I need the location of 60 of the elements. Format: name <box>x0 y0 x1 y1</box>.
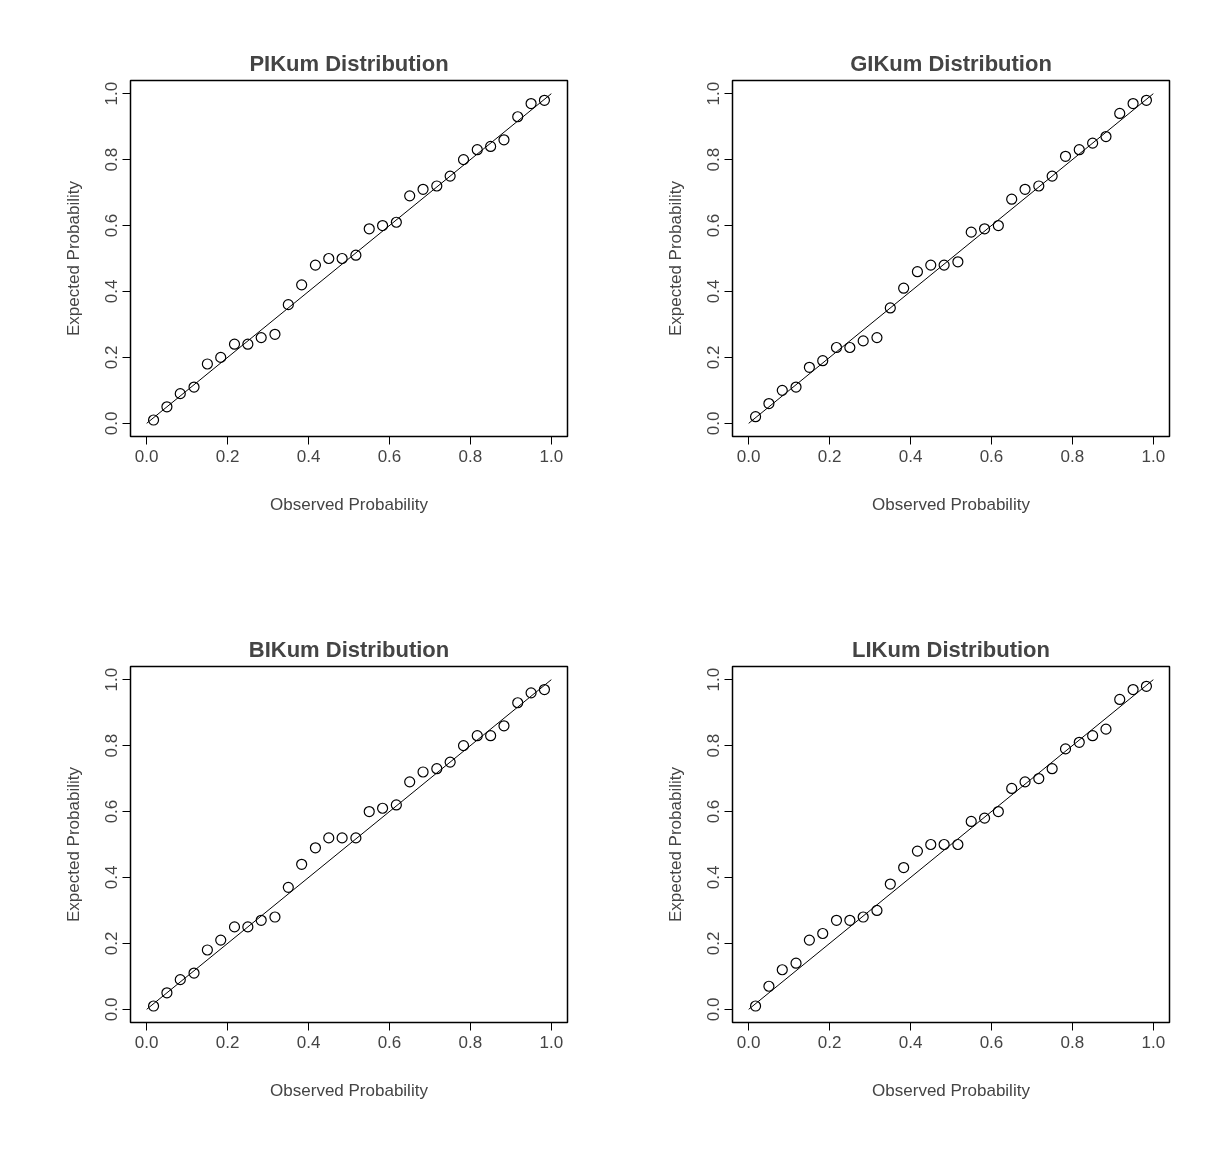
x-tick-label: 0.2 <box>215 446 240 466</box>
x-tick-label: 1.0 <box>1141 1032 1166 1052</box>
y-axis-title: Expected Probability <box>665 766 685 922</box>
chart-title: LIKum Distribution <box>852 636 1050 662</box>
y-tick-label: 0.6 <box>102 213 122 238</box>
x-tick-label: 1.0 <box>539 1032 564 1052</box>
x-axis-title: Observed Probability <box>270 1080 429 1100</box>
y-tick-label: 1.0 <box>704 667 724 692</box>
y-tick-label: 0.8 <box>704 147 724 172</box>
x-tick-label: 0.6 <box>979 446 1004 466</box>
x-tick-label: 0.6 <box>979 1032 1004 1052</box>
chart-title: BIKum Distribution <box>248 636 450 662</box>
y-tick-label: 0.0 <box>704 997 724 1022</box>
y-tick-label: 1.0 <box>102 81 122 106</box>
x-tick-label: 0.2 <box>817 1032 842 1052</box>
y-tick-label: 0.4 <box>704 279 724 304</box>
y-tick-label: 0.2 <box>102 931 122 956</box>
x-tick-label: 0.0 <box>134 446 159 466</box>
x-tick-label: 0.0 <box>736 446 761 466</box>
x-tick-label: 0.8 <box>458 1032 483 1052</box>
y-tick-label: 0.4 <box>704 865 724 890</box>
y-tick-label: 0.6 <box>704 213 724 238</box>
y-tick-label: 0.2 <box>704 345 724 370</box>
y-tick-label: 0.6 <box>102 799 122 824</box>
y-tick-label: 0.8 <box>102 733 122 758</box>
x-tick-label: 0.4 <box>898 1032 923 1052</box>
chart-title: PIKum Distribution <box>249 50 449 76</box>
x-axis-title: Observed Probability <box>872 1080 1031 1100</box>
y-tick-label: 0.6 <box>704 799 724 824</box>
x-tick-label: 0.6 <box>377 1032 402 1052</box>
y-axis-title: Expected Probability <box>63 180 83 336</box>
x-tick-label: 0.8 <box>1060 446 1085 466</box>
x-tick-label: 0.4 <box>296 446 321 466</box>
y-tick-label: 0.0 <box>102 411 122 436</box>
y-tick-label: 0.2 <box>704 931 724 956</box>
y-tick-label: 1.0 <box>704 81 724 106</box>
x-tick-label: 1.0 <box>1141 446 1166 466</box>
x-axis-title: Observed Probability <box>270 494 429 514</box>
y-axis-title: Expected Probability <box>665 180 685 336</box>
x-tick-label: 0.4 <box>898 446 923 466</box>
chart-title: GIKum Distribution <box>850 50 1052 76</box>
x-tick-label: 0.4 <box>296 1032 321 1052</box>
y-tick-label: 0.8 <box>704 733 724 758</box>
x-tick-label: 0.0 <box>134 1032 159 1052</box>
x-tick-label: 0.8 <box>458 446 483 466</box>
x-tick-label: 0.6 <box>377 446 402 466</box>
x-tick-label: 0.2 <box>817 446 842 466</box>
y-axis-title: Expected Probability <box>63 766 83 922</box>
x-tick-label: 0.8 <box>1060 1032 1085 1052</box>
x-tick-label: 1.0 <box>539 446 564 466</box>
y-tick-label: 0.0 <box>704 411 724 436</box>
x-tick-label: 0.2 <box>215 1032 240 1052</box>
y-tick-label: 0.2 <box>102 345 122 370</box>
y-tick-label: 0.0 <box>102 997 122 1022</box>
x-tick-label: 0.0 <box>736 1032 761 1052</box>
x-axis-title: Observed Probability <box>872 494 1031 514</box>
y-tick-label: 0.4 <box>102 279 122 304</box>
y-tick-label: 1.0 <box>102 667 122 692</box>
y-tick-label: 0.4 <box>102 865 122 890</box>
y-tick-label: 0.8 <box>102 147 122 172</box>
